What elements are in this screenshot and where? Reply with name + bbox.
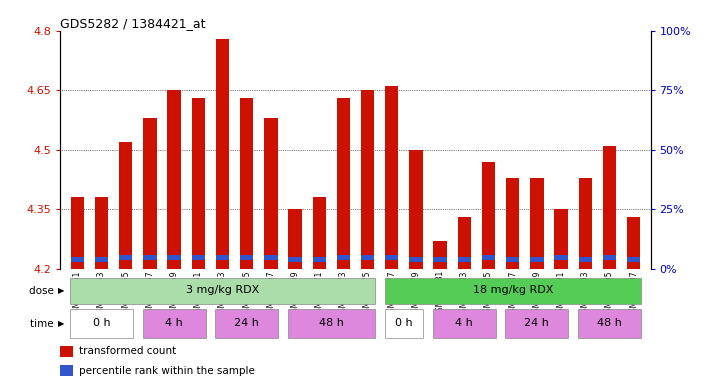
Bar	[288, 309, 375, 338]
Bar	[434, 241, 447, 269]
Bar	[192, 255, 205, 260]
Bar	[70, 278, 375, 304]
Text: 0 h: 0 h	[395, 318, 412, 328]
Bar	[215, 309, 278, 338]
Text: 24 h: 24 h	[234, 318, 259, 328]
Bar	[264, 118, 277, 269]
Bar	[337, 98, 350, 269]
Bar	[433, 309, 496, 338]
Bar	[385, 86, 398, 269]
Text: 48 h: 48 h	[597, 318, 622, 328]
Bar	[289, 257, 301, 262]
Text: time: time	[30, 318, 57, 329]
Bar	[337, 255, 350, 260]
Bar	[119, 142, 132, 269]
Bar	[240, 98, 253, 269]
Bar	[168, 255, 181, 260]
Bar	[240, 255, 253, 260]
Bar	[482, 162, 495, 269]
Text: 48 h: 48 h	[319, 318, 343, 328]
Bar	[119, 255, 132, 260]
Bar	[579, 177, 592, 269]
Text: 0 h: 0 h	[92, 318, 110, 328]
Bar	[555, 209, 567, 269]
Bar	[144, 255, 156, 260]
Bar	[627, 257, 641, 262]
Bar	[434, 257, 447, 262]
Bar	[95, 197, 108, 269]
Bar	[289, 209, 301, 269]
Bar	[361, 255, 374, 260]
Bar	[216, 255, 229, 260]
Bar	[603, 255, 616, 260]
Text: ▶: ▶	[58, 286, 64, 295]
Bar	[216, 39, 229, 269]
Bar	[530, 257, 543, 262]
Bar	[361, 90, 374, 269]
Text: 24 h: 24 h	[525, 318, 550, 328]
Bar	[70, 257, 84, 262]
Bar	[578, 309, 641, 338]
Bar	[458, 217, 471, 269]
Bar	[506, 257, 519, 262]
Bar	[70, 197, 84, 269]
Bar	[627, 217, 641, 269]
Bar	[385, 278, 641, 304]
Bar	[506, 309, 568, 338]
Bar	[530, 177, 543, 269]
Bar	[313, 197, 326, 269]
Text: dose: dose	[28, 286, 57, 296]
Text: 4 h: 4 h	[456, 318, 474, 328]
Bar	[385, 255, 398, 260]
Text: 18 mg/kg RDX: 18 mg/kg RDX	[473, 285, 553, 295]
Bar	[410, 257, 422, 262]
Bar	[579, 257, 592, 262]
Text: percentile rank within the sample: percentile rank within the sample	[79, 366, 255, 376]
Bar	[603, 146, 616, 269]
Bar	[506, 177, 519, 269]
Text: ▶: ▶	[58, 319, 64, 328]
Bar	[95, 257, 108, 262]
Bar	[70, 309, 133, 338]
Bar	[313, 257, 326, 262]
Bar	[192, 98, 205, 269]
Bar	[143, 309, 205, 338]
Bar	[144, 118, 156, 269]
Text: transformed count: transformed count	[79, 346, 176, 356]
Bar	[555, 255, 567, 260]
Text: 4 h: 4 h	[165, 318, 183, 328]
Bar	[264, 255, 277, 260]
Bar	[458, 257, 471, 262]
Bar	[168, 90, 181, 269]
Bar	[482, 255, 495, 260]
Text: GDS5282 / 1384421_at: GDS5282 / 1384421_at	[60, 17, 206, 30]
Bar	[385, 309, 423, 338]
Bar	[410, 150, 422, 269]
Text: 3 mg/kg RDX: 3 mg/kg RDX	[186, 285, 259, 295]
